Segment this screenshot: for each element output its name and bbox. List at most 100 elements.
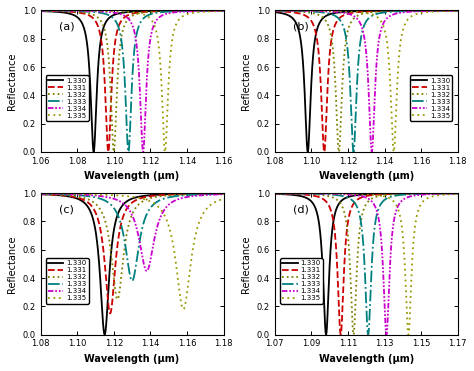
1.333 (71, 9, 77, 13)
1.331 (38, 192, 44, 196)
1.335 (422, 10, 428, 14)
1.333 (38, 192, 44, 196)
1.334 (144, 269, 150, 273)
1.333 (174, 9, 180, 13)
1.334 (455, 9, 461, 13)
Line: 1.330: 1.330 (41, 193, 224, 335)
1.330 (221, 191, 227, 196)
1.330 (422, 9, 428, 13)
1.335 (391, 150, 397, 154)
1.335 (409, 276, 414, 280)
1.330 (147, 9, 153, 13)
1.330 (188, 9, 194, 13)
1.330 (108, 14, 113, 19)
1.335 (221, 197, 227, 201)
1.333 (71, 193, 77, 197)
1.331 (342, 13, 347, 17)
1.330 (71, 13, 77, 17)
1.334 (174, 197, 180, 202)
Line: 1.333: 1.333 (275, 11, 458, 152)
Y-axis label: Reflectance: Reflectance (241, 52, 251, 110)
1.334 (382, 303, 387, 307)
1.331 (305, 15, 311, 20)
1.333 (157, 10, 163, 14)
1.334 (157, 15, 163, 19)
1.332 (305, 192, 311, 196)
1.330 (422, 191, 428, 196)
1.330 (409, 9, 414, 13)
1.330 (305, 148, 311, 153)
1.335 (305, 191, 311, 196)
1.335 (391, 199, 397, 204)
1.332 (382, 193, 387, 197)
1.331 (107, 311, 113, 316)
1.333 (147, 206, 153, 210)
1.332 (188, 9, 194, 13)
1.333 (305, 9, 311, 14)
1.333 (455, 9, 461, 13)
1.331 (338, 332, 344, 337)
Line: 1.333: 1.333 (41, 194, 224, 281)
1.332 (115, 297, 120, 302)
1.332 (147, 10, 153, 14)
1.331 (38, 9, 44, 13)
1.333 (422, 9, 428, 13)
1.330 (342, 10, 347, 14)
1.335 (147, 199, 153, 204)
Line: 1.335: 1.335 (275, 11, 458, 152)
1.332 (391, 9, 397, 13)
1.331 (71, 10, 77, 14)
1.334 (38, 9, 44, 13)
1.331 (71, 194, 77, 199)
1.333 (129, 279, 135, 283)
1.330 (102, 332, 108, 337)
1.334 (383, 332, 389, 337)
1.335 (272, 191, 278, 196)
1.332 (409, 9, 414, 13)
1.330 (221, 8, 227, 13)
1.333 (38, 9, 44, 13)
1.330 (174, 192, 180, 196)
1.330 (455, 8, 461, 13)
1.330 (391, 9, 397, 13)
1.330 (157, 192, 163, 197)
1.331 (305, 193, 311, 197)
Line: 1.334: 1.334 (275, 11, 458, 152)
1.332 (174, 9, 180, 13)
1.332 (422, 191, 428, 196)
1.331 (188, 9, 194, 13)
1.332 (38, 9, 44, 13)
X-axis label: Wavelength (μm): Wavelength (μm) (84, 354, 180, 364)
Y-axis label: Reflectance: Reflectance (7, 52, 17, 110)
Line: 1.335: 1.335 (41, 194, 224, 309)
X-axis label: Wavelength (μm): Wavelength (μm) (319, 354, 414, 364)
1.332 (111, 150, 117, 154)
1.333 (391, 194, 397, 198)
1.333 (272, 9, 278, 13)
Line: 1.330: 1.330 (41, 10, 224, 152)
1.333 (221, 9, 227, 13)
1.331 (382, 192, 387, 196)
1.335 (174, 270, 180, 275)
1.332 (221, 9, 227, 13)
1.334 (140, 150, 146, 154)
1.331 (188, 192, 194, 196)
1.335 (71, 192, 77, 196)
1.332 (108, 247, 113, 251)
1.333 (365, 332, 371, 337)
1.332 (221, 191, 227, 196)
1.330 (382, 9, 387, 13)
1.333 (351, 150, 356, 154)
1.333 (409, 9, 414, 13)
1.333 (342, 29, 347, 34)
1.334 (174, 10, 180, 14)
1.331 (455, 8, 461, 13)
Line: 1.333: 1.333 (41, 11, 224, 152)
1.332 (382, 9, 387, 14)
X-axis label: Wavelength (μm): Wavelength (μm) (319, 171, 414, 181)
1.335 (157, 52, 163, 57)
1.330 (71, 195, 77, 200)
1.334 (272, 9, 278, 13)
1.331 (157, 193, 163, 197)
1.332 (272, 9, 278, 13)
